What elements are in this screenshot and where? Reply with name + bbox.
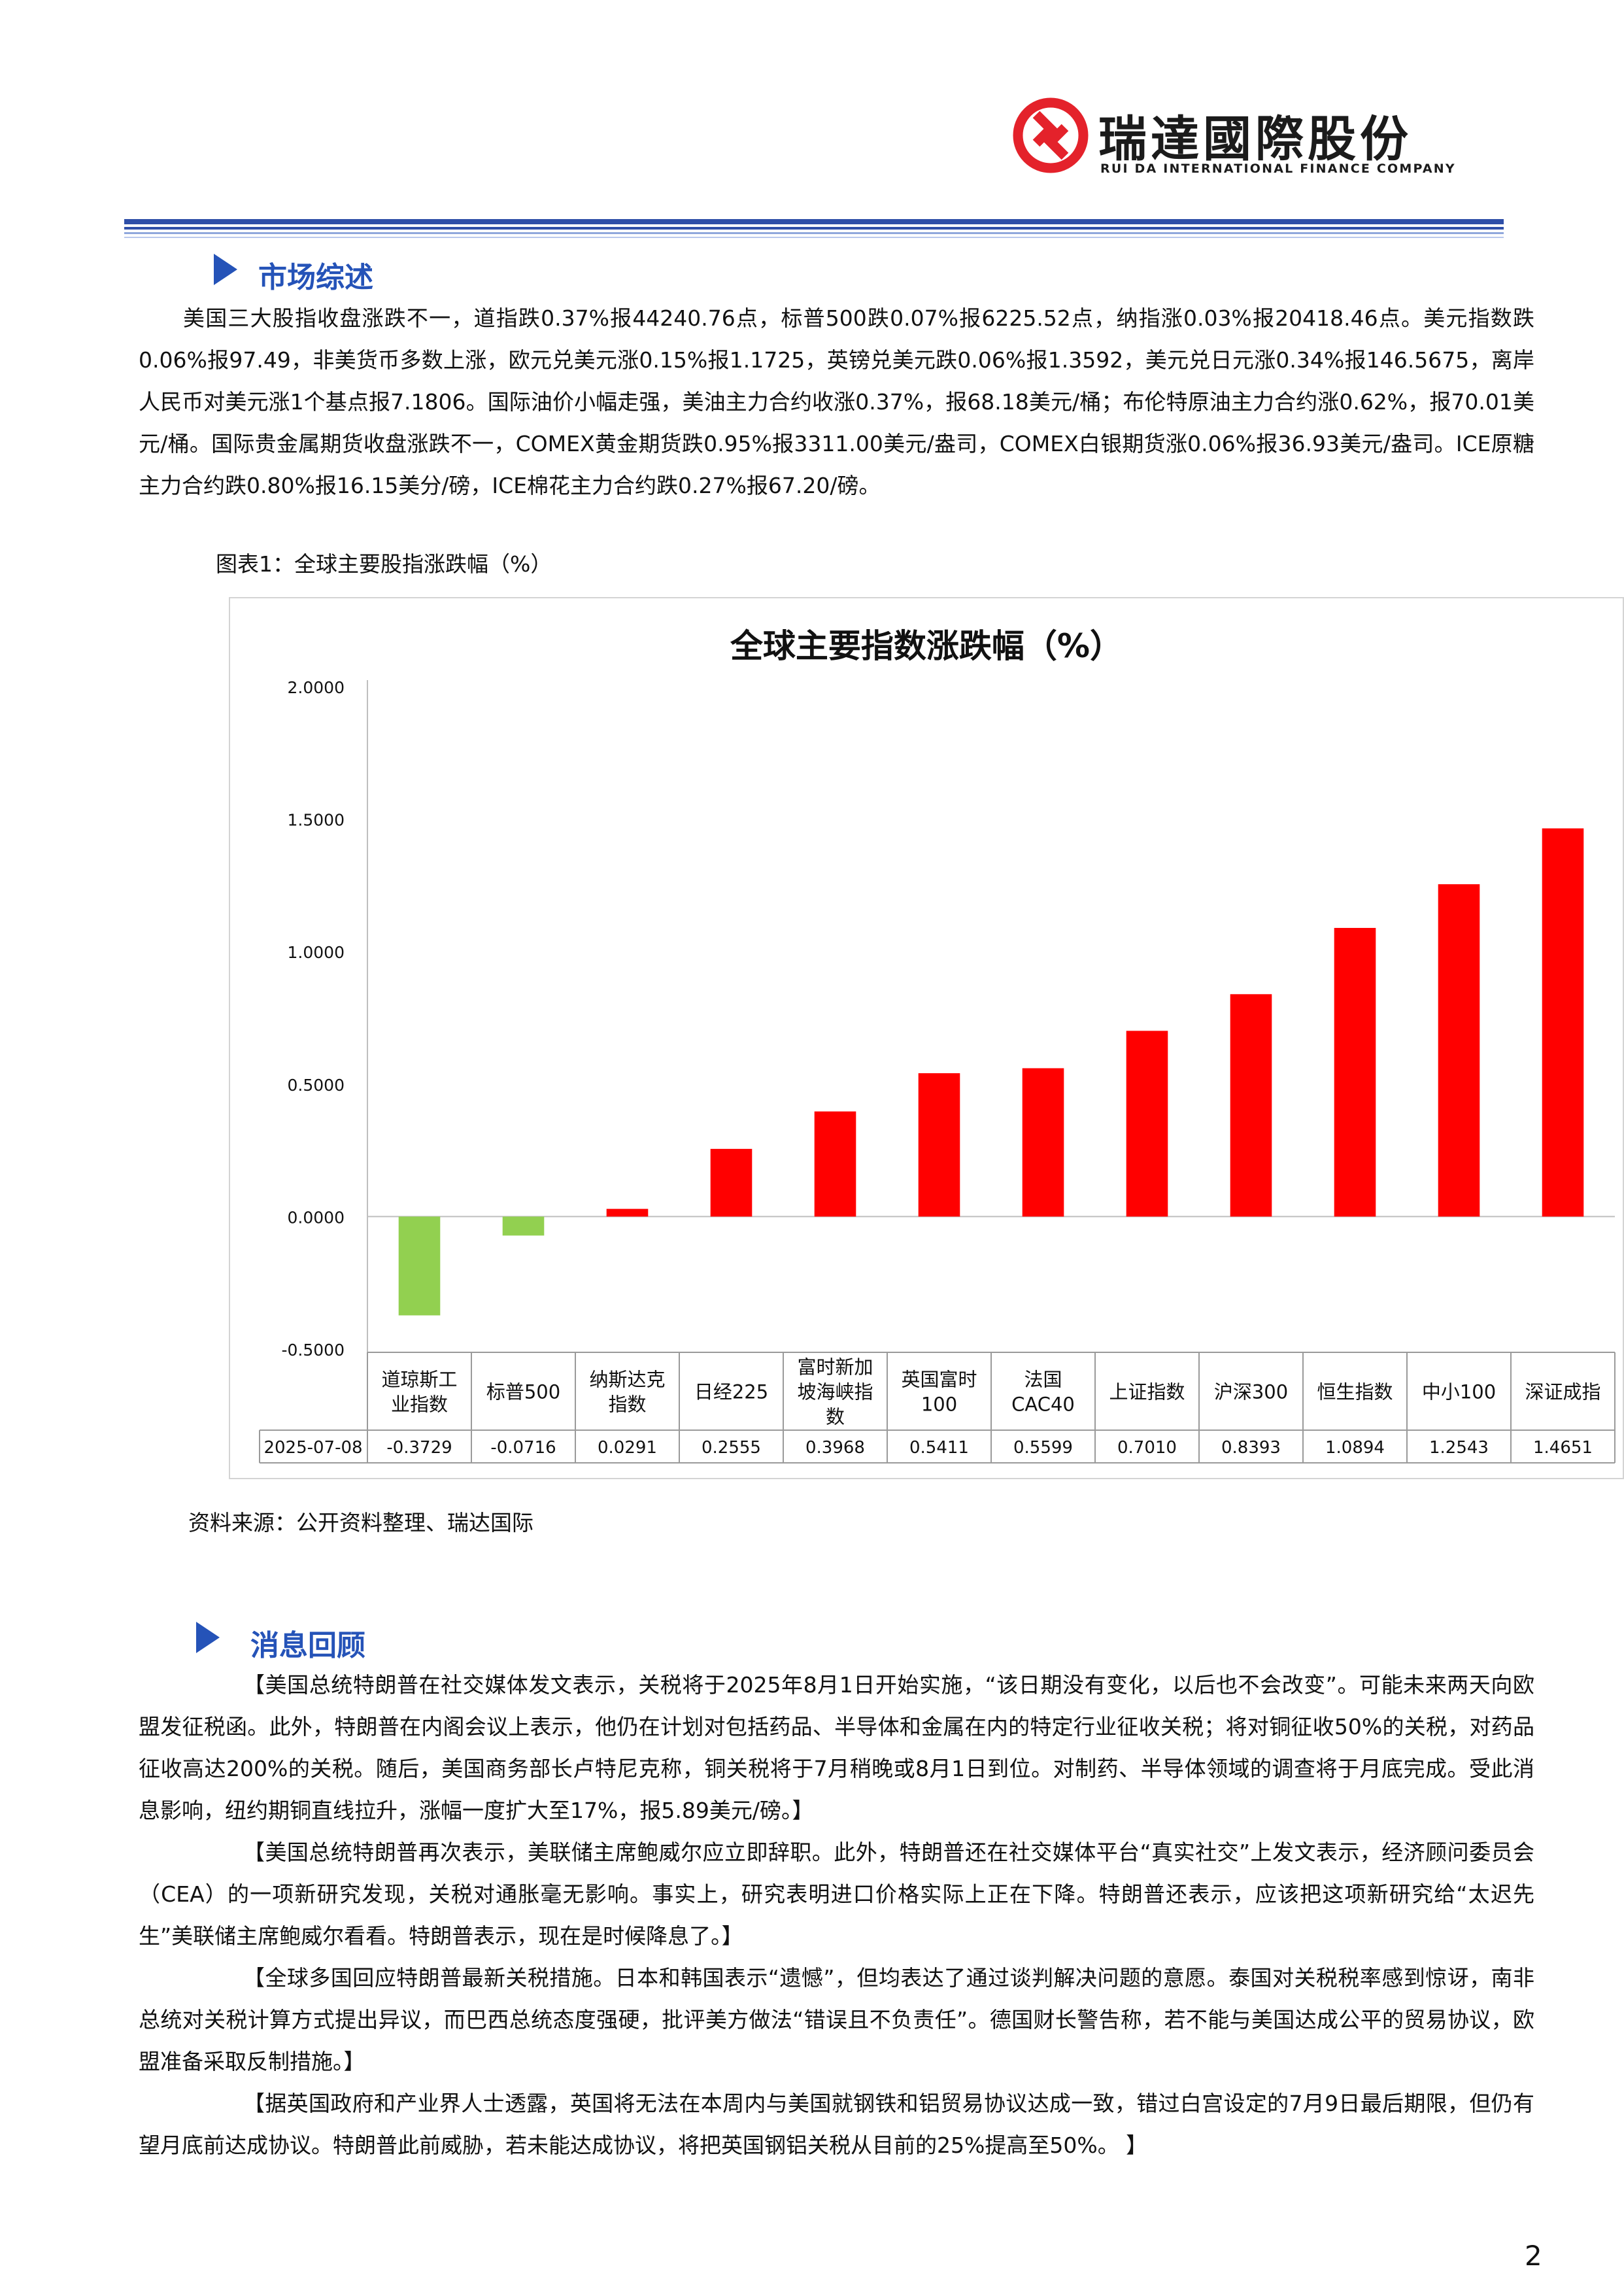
chart-bar: [1334, 927, 1376, 1217]
data-value-label: 0.2555: [702, 1438, 761, 1458]
category-label: 道琼斯工业指数: [381, 1369, 457, 1416]
category-label: 沪深300: [1214, 1381, 1288, 1403]
chart-bar: [606, 1208, 649, 1217]
chart-bar: [918, 1073, 960, 1217]
data-value-label: -0.3729: [386, 1438, 452, 1458]
data-value-label: -0.0716: [490, 1438, 556, 1458]
category-label: 标普500: [486, 1381, 560, 1403]
y-tick-label: 1.0000: [288, 943, 345, 962]
data-value-label: 1.2543: [1429, 1438, 1489, 1458]
chart-container: 全球主要指数涨跌幅（%） 2.0000 1.5000 1.0000 0.5000 0.00…: [229, 597, 1624, 1479]
chart-bar: [1022, 1068, 1064, 1217]
data-value-label: 1.0894: [1325, 1438, 1385, 1458]
page-number: 2: [1525, 2240, 1542, 2272]
company-name-cn: 瑞達國際股份: [1098, 111, 1412, 167]
market-summary-text: 美国三大股指收盘涨跌不一，道指跌0.37%报44240.76点，标普500跌0.…: [139, 305, 1534, 498]
chart-bar: [502, 1216, 545, 1236]
chart-bar: [1438, 884, 1480, 1217]
data-value-label: 0.5411: [909, 1438, 969, 1458]
data-value-label: 1.4651: [1533, 1438, 1593, 1458]
logo-mark-icon: [1013, 97, 1089, 173]
news-item: 【美国总统特朗普再次表示，美联储主席鲍威尔应立即辞职。此外，特朗普还在社交媒体平…: [139, 1840, 1534, 1949]
section-arrow-icon: [214, 254, 237, 285]
chart-source: 资料来源：公开资料整理、瑞达国际: [188, 1510, 533, 1535]
news-list: 【美国总统特朗普在社交媒体发文表示，关税将于2025年8月1日开始实施，“该日期…: [139, 1664, 1534, 2166]
chart-bar: [398, 1216, 441, 1316]
data-value-label: 0.7010: [1117, 1438, 1177, 1458]
header-divider: [124, 227, 1504, 230]
company-logo: 瑞達國際股份 RUI DA INTERNATIONAL FINANCE COMP…: [1010, 95, 1481, 180]
chart-caption: 图表1：全球主要股指涨跌幅（%）: [216, 551, 552, 577]
legend-series-label: 2025-07-08: [263, 1438, 362, 1458]
data-value-label: 0.5599: [1013, 1438, 1073, 1458]
category-label: 日经225: [694, 1381, 768, 1403]
data-value-label: 0.0291: [598, 1438, 657, 1458]
news-item: 【美国总统特朗普在社交媒体发文表示，关税将于2025年8月1日开始实施，“该日期…: [139, 1672, 1534, 1823]
chart-bar: [710, 1148, 753, 1217]
y-tick-label: 1.5000: [288, 811, 345, 830]
section-title-news: 消息回顾: [250, 1629, 365, 1662]
category-label: 上证指数: [1109, 1381, 1185, 1403]
news-item: 【全球多国回应特朗普最新关税措施。日本和韩国表示“遗憾”，但均表达了通过谈判解决…: [139, 1965, 1534, 2074]
category-label: 中小100: [1422, 1381, 1496, 1403]
category-label: 深证成指: [1525, 1381, 1600, 1403]
news-item: 【据英国政府和产业界人士透露，英国将无法在本周内与美国就钢铁和铝贸易协议达成一致…: [139, 2091, 1534, 2158]
category-label: 英国富时 100: [901, 1369, 977, 1416]
chart-bar: [1126, 1031, 1168, 1217]
section-arrow-icon: [196, 1622, 220, 1653]
y-tick-label: 0.0000: [288, 1208, 345, 1227]
data-value-label: 0.3968: [805, 1438, 865, 1458]
header-divider: [124, 219, 1504, 224]
y-tick-label: -0.5000: [282, 1341, 345, 1360]
header-divider: [124, 237, 1504, 238]
data-value-label: 0.8393: [1221, 1438, 1281, 1458]
chart-bar: [814, 1111, 856, 1217]
y-tick-label: 0.5000: [288, 1076, 345, 1095]
category-label: 恒生指数: [1317, 1381, 1393, 1403]
bar-chart: 全球主要指数涨跌幅（%） 2.0000 1.5000 1.0000 0.5000 0.00…: [259, 627, 1616, 1464]
y-tick-label: 2.0000: [288, 678, 345, 697]
header-divider: [124, 232, 1504, 234]
category-label: 富时新加坡海峡指数: [797, 1356, 873, 1428]
category-label: 纳斯达克指数: [589, 1369, 665, 1416]
section-title-market: 市场综述: [258, 261, 373, 294]
category-label: 法国 CAC40: [1011, 1369, 1075, 1416]
chart-title: 全球主要指数涨跌幅（%）: [730, 627, 1123, 665]
chart-bar: [1230, 994, 1272, 1217]
company-name-en: RUI DA INTERNATIONAL FINANCE COMPANY: [1100, 162, 1456, 176]
chart-bar: [1542, 828, 1584, 1217]
